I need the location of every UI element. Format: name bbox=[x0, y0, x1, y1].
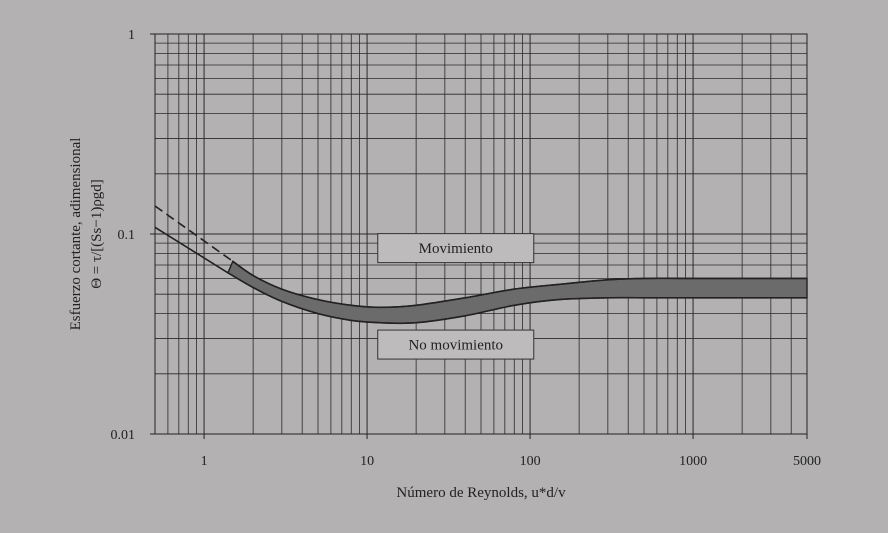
x-tick-label: 1 bbox=[201, 454, 208, 469]
y-axis-label-line2: Θ = τ/[(Ss−1)ρgd] bbox=[89, 179, 105, 289]
critical-band bbox=[227, 260, 808, 325]
y-axis-label-line1: Esfuerzo cortante, adimensional bbox=[68, 138, 84, 331]
region-box bbox=[377, 233, 535, 264]
y-tick-label: 0.01 bbox=[111, 428, 136, 443]
x-ticks: 1 10 100 1000 5000 bbox=[201, 434, 821, 469]
y-tick-label: 0.1 bbox=[118, 228, 136, 243]
x-tick-label: 10 bbox=[360, 454, 374, 469]
band-upper-line bbox=[232, 260, 807, 309]
region-boxes: Movimiento No movimiento bbox=[377, 233, 535, 360]
region-label-no-movement: No movimiento bbox=[408, 338, 503, 354]
dashed-lead-line bbox=[154, 205, 234, 262]
x-tick-label: 1000 bbox=[679, 454, 707, 469]
region-label-movement: Movimiento bbox=[419, 241, 493, 257]
region-box bbox=[377, 329, 535, 360]
solid-lead-line bbox=[154, 226, 229, 274]
curves bbox=[154, 205, 808, 325]
x-axis-label: Número de Reynolds, u*d/v bbox=[396, 485, 566, 501]
x-tick-label: 5000 bbox=[793, 454, 821, 469]
y-tick-label: 1 bbox=[128, 28, 135, 43]
band-lower-line bbox=[227, 272, 807, 325]
x-tick-label: 100 bbox=[520, 454, 541, 469]
y-ticks: 0.01 0.1 1 bbox=[111, 28, 155, 443]
